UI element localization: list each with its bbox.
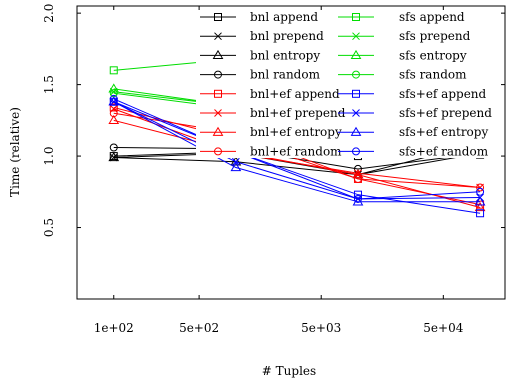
legend-label: bnl entropy [250,48,320,62]
legend-marker [352,32,360,41]
x-tick-label: 1e+02 [94,321,134,335]
legend-label: bnl prepend [250,29,324,43]
legend-marker [212,126,224,136]
legend-label: sfs+ef entropy [399,125,488,139]
legend-item: sfs+ef entropy [338,125,488,139]
x-tick-label: 5e+04 [423,321,463,335]
legend-marker [214,13,222,21]
series-line [113,142,481,176]
y-tick-label: 2.0 [42,4,56,23]
series-line [113,98,481,200]
series-line [113,101,481,214]
series-line [113,119,481,209]
legend-label: bnl+ef prepend [250,106,346,120]
legend-label: sfs entropy [399,48,467,62]
data-point [108,83,120,93]
series-line [113,152,481,176]
y-axis: 0.5 1.0 1.5 2.0 [42,4,505,237]
data-point [353,174,362,183]
legend-label: bnl random [250,68,321,82]
legend-marker [352,147,360,156]
legend-label: sfs+ef prepend [399,106,492,120]
data-point [476,209,485,218]
legend-marker [352,70,360,79]
data-point [353,194,362,203]
series-line [113,101,481,200]
legend-item: sfs+ef random [338,144,489,158]
legend-label: sfs+ef random [399,144,489,158]
legend-item: sfs+ef prepend [338,106,492,120]
legend-marker [352,109,360,117]
legend-item: bnl+ef append [200,87,340,101]
legend-marker [214,70,222,79]
legend-marker [214,109,222,117]
y-tick-label: 1.5 [42,75,56,94]
data-point [476,183,485,192]
y-axis-label: Time (relative) [8,107,22,197]
legend-item: sfs random [338,68,467,82]
series-line [113,101,481,203]
legend-label: sfs+ef append [399,87,487,101]
legend-item: bnl append [200,10,318,24]
legend-marker [214,89,222,98]
legend-item: bnl+ef prepend [200,106,346,120]
data-point [109,109,118,118]
legend-label: sfs random [399,68,467,82]
legend-marker [212,49,224,60]
data-point [352,169,364,179]
plot-frame [76,5,506,300]
data-point [474,196,486,206]
legend-item: bnl entropy [200,48,320,62]
data-point [109,105,118,113]
data-point [230,162,242,172]
legend-item: bnl+ef random [200,144,342,158]
data-point [108,114,120,124]
data-point [352,196,364,206]
legend-item: sfs+ef append [338,87,487,101]
y-tick-label: 0.5 [42,218,56,237]
x-tick-label: 5e+03 [301,321,341,335]
data-point [476,187,485,196]
legend-item: sfs append [338,10,465,24]
legend-item: sfs prepend [338,29,471,43]
legend-marker [214,32,222,41]
legend-label: bnl append [250,10,318,24]
legend-item: bnl+ef entropy [200,125,342,139]
data-point [109,94,118,103]
y-tick-label: 1.0 [42,147,56,166]
legend-marker [214,147,222,156]
x-axis-label: # Tuples [262,364,316,378]
data-point [109,66,118,75]
legend-label: sfs prepend [399,29,471,43]
data-point [109,143,118,152]
x-tick-label: 5e+02 [179,321,219,335]
legend-label: bnl+ef append [250,87,340,101]
data-point [109,103,118,112]
data-point [474,202,486,212]
series-sfs-ef-prepend [109,97,484,203]
data-point [353,164,362,173]
legend-item: sfs entropy [338,48,467,62]
legend-label: bnl+ef random [250,144,342,158]
data-point [108,96,120,106]
legend-item: bnl prepend [200,29,324,43]
legend-marker [352,89,360,98]
data-point [232,157,240,166]
x-axis: 1e+02 5e+02 5e+03 5e+04 [94,6,464,335]
legend-label: sfs append [399,10,465,24]
legend-marker [352,13,360,21]
data-point [108,152,120,162]
legend-marker [350,126,362,136]
legend-marker [350,49,362,60]
legend-label: bnl+ef entropy [250,125,342,139]
legend: bnl append bnl prepend bnl entropy bnl rand… [196,6,496,158]
series-sfs-ef-entropy [108,96,486,206]
legend-item: bnl random [200,68,321,82]
